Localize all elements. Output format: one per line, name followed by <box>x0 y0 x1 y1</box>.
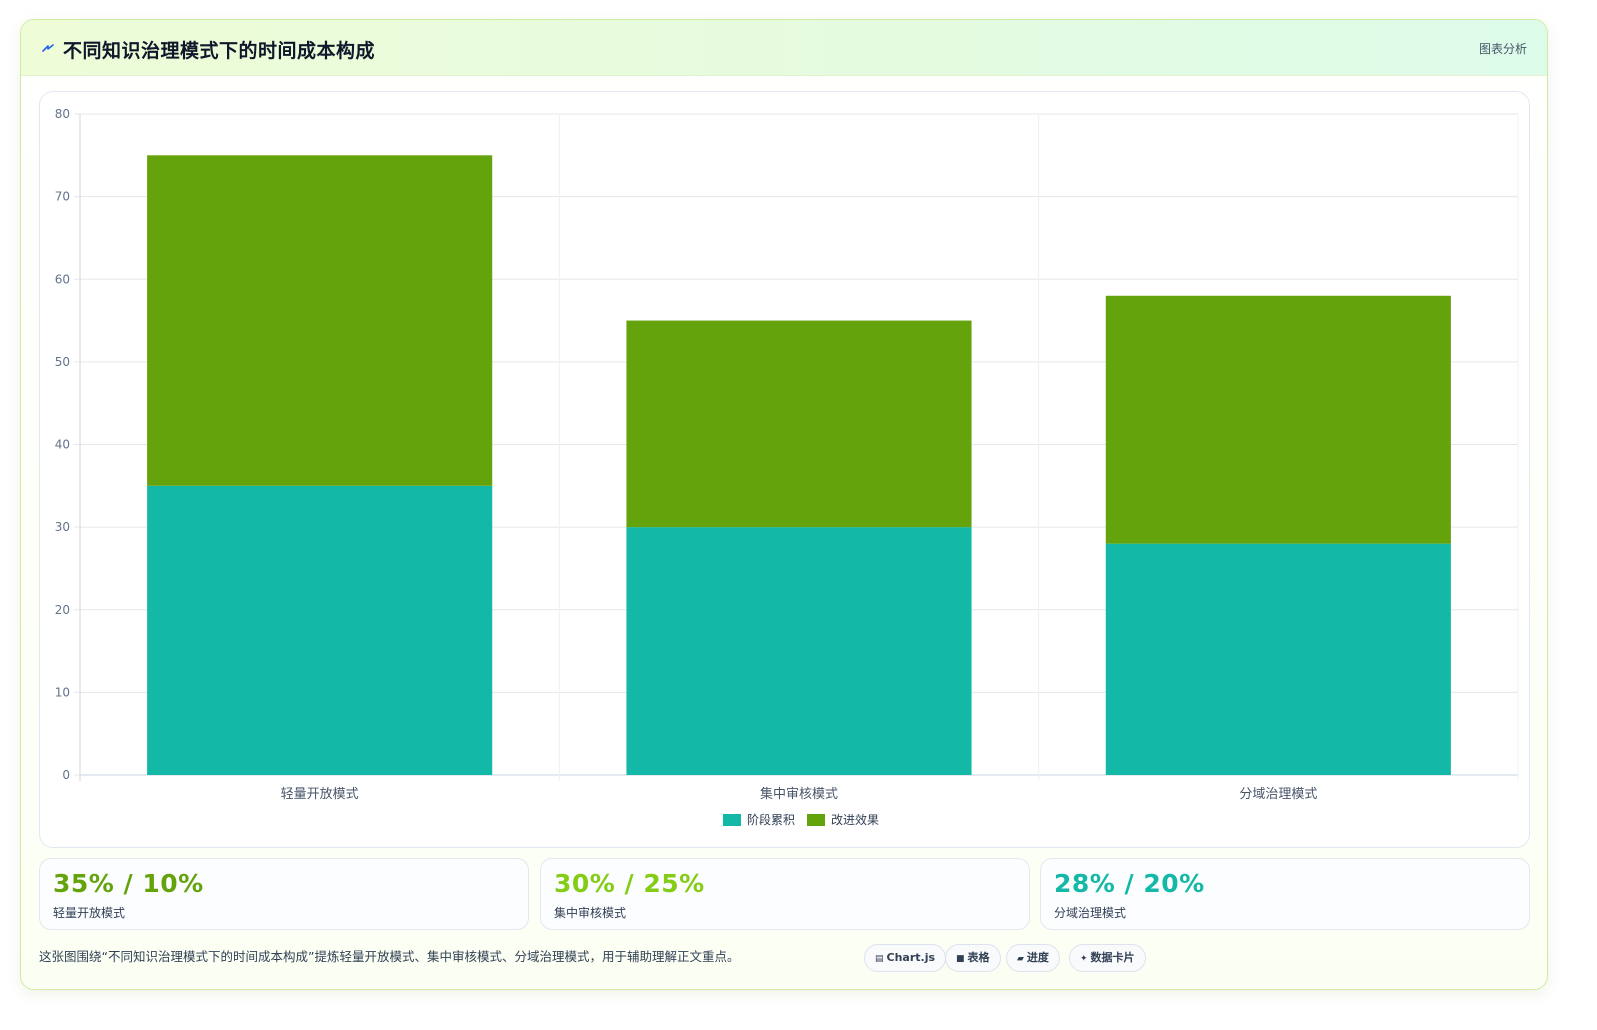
y-tick-label: 0 <box>62 768 70 782</box>
bar-segment <box>626 527 972 775</box>
badge-table[interactable]: ■ 表格 <box>945 944 1001 972</box>
stat-card-domain-governance: 28% / 20% 分域治理模式 <box>1040 858 1530 930</box>
badge-progress[interactable]: ▰ 进度 <box>1006 944 1060 972</box>
legend-swatch <box>807 814 825 826</box>
chart-analysis-label: 图表分析 <box>1478 42 1527 56</box>
bar-segment <box>147 155 493 486</box>
y-tick-label: 40 <box>55 438 70 452</box>
lightning-icon <box>42 44 54 52</box>
bar-segment <box>1105 543 1451 775</box>
page-title: 不同知识治理模式下的时间成本构成 <box>63 40 376 62</box>
progress-icon: ▰ <box>1017 954 1024 964</box>
stat-card-central-review: 30% / 25% 集中审核模式 <box>540 858 1030 930</box>
stat-card-light-open: 35% / 10% 轻量开放模式 <box>39 858 529 930</box>
y-tick-label: 80 <box>55 107 70 121</box>
bar-segment <box>626 320 972 528</box>
x-tick-label: 分域治理模式 <box>1239 787 1317 802</box>
bar-segment <box>147 485 493 775</box>
chart-description: 这张图围绕“不同知识治理模式下的时间成本构成”提炼轻量开放模式、集中审核模式、分… <box>39 949 740 964</box>
badge-label: 进度 <box>1026 951 1049 964</box>
stat-value: 35% / 10% <box>53 869 204 898</box>
x-tick-label: 集中审核模式 <box>760 786 838 802</box>
y-tick-label: 10 <box>55 685 70 699</box>
sparkle-icon: ✦ <box>1080 954 1088 964</box>
chart-area: 0 10 20 30 40 50 60 70 80 轻量开放模式 集中审核模式 分域治理模式阶段累积 改… <box>39 91 1530 848</box>
y-tick-label: 30 <box>55 520 70 534</box>
chart-card: 不同知识治理模式下的时间成本构成 图表分析 0 10 20 30 40 50 60 70 80 轻… <box>20 19 1548 990</box>
legend-label: 改进效果 <box>831 812 879 827</box>
card-header: 不同知识治理模式下的时间成本构成 图表分析 <box>21 20 1547 76</box>
badge-label: Chart.js <box>886 951 936 964</box>
legend-swatch <box>723 814 741 826</box>
y-tick-label: 50 <box>55 355 70 369</box>
chart-icon: ▤ <box>875 954 884 964</box>
stat-label: 轻量开放模式 <box>53 906 126 920</box>
stat-value: 28% / 20% <box>1054 869 1205 898</box>
badge-label: 数据卡片 <box>1090 951 1135 964</box>
stat-value: 30% / 25% <box>554 869 705 898</box>
table-icon: ■ <box>956 954 965 964</box>
y-tick-label: 60 <box>55 272 70 286</box>
bar-segment <box>1105 295 1451 544</box>
badge-data-card[interactable]: ✦ 数据卡片 <box>1069 944 1146 972</box>
stat-label: 分域治理模式 <box>1054 906 1127 920</box>
badge-chartjs[interactable]: ▤ Chart.js <box>864 944 947 972</box>
stat-label: 集中审核模式 <box>554 906 627 920</box>
badge-label: 表格 <box>967 951 990 964</box>
stat-cards: 35% / 10% 轻量开放模式 30% / 25% 集中审核模式 28% / … <box>39 858 1530 930</box>
x-tick-label: 轻量开放模式 <box>281 787 359 802</box>
y-tick-label: 70 <box>55 190 70 204</box>
legend-label: 阶段累积 <box>747 812 795 827</box>
y-tick-label: 20 <box>55 603 70 617</box>
